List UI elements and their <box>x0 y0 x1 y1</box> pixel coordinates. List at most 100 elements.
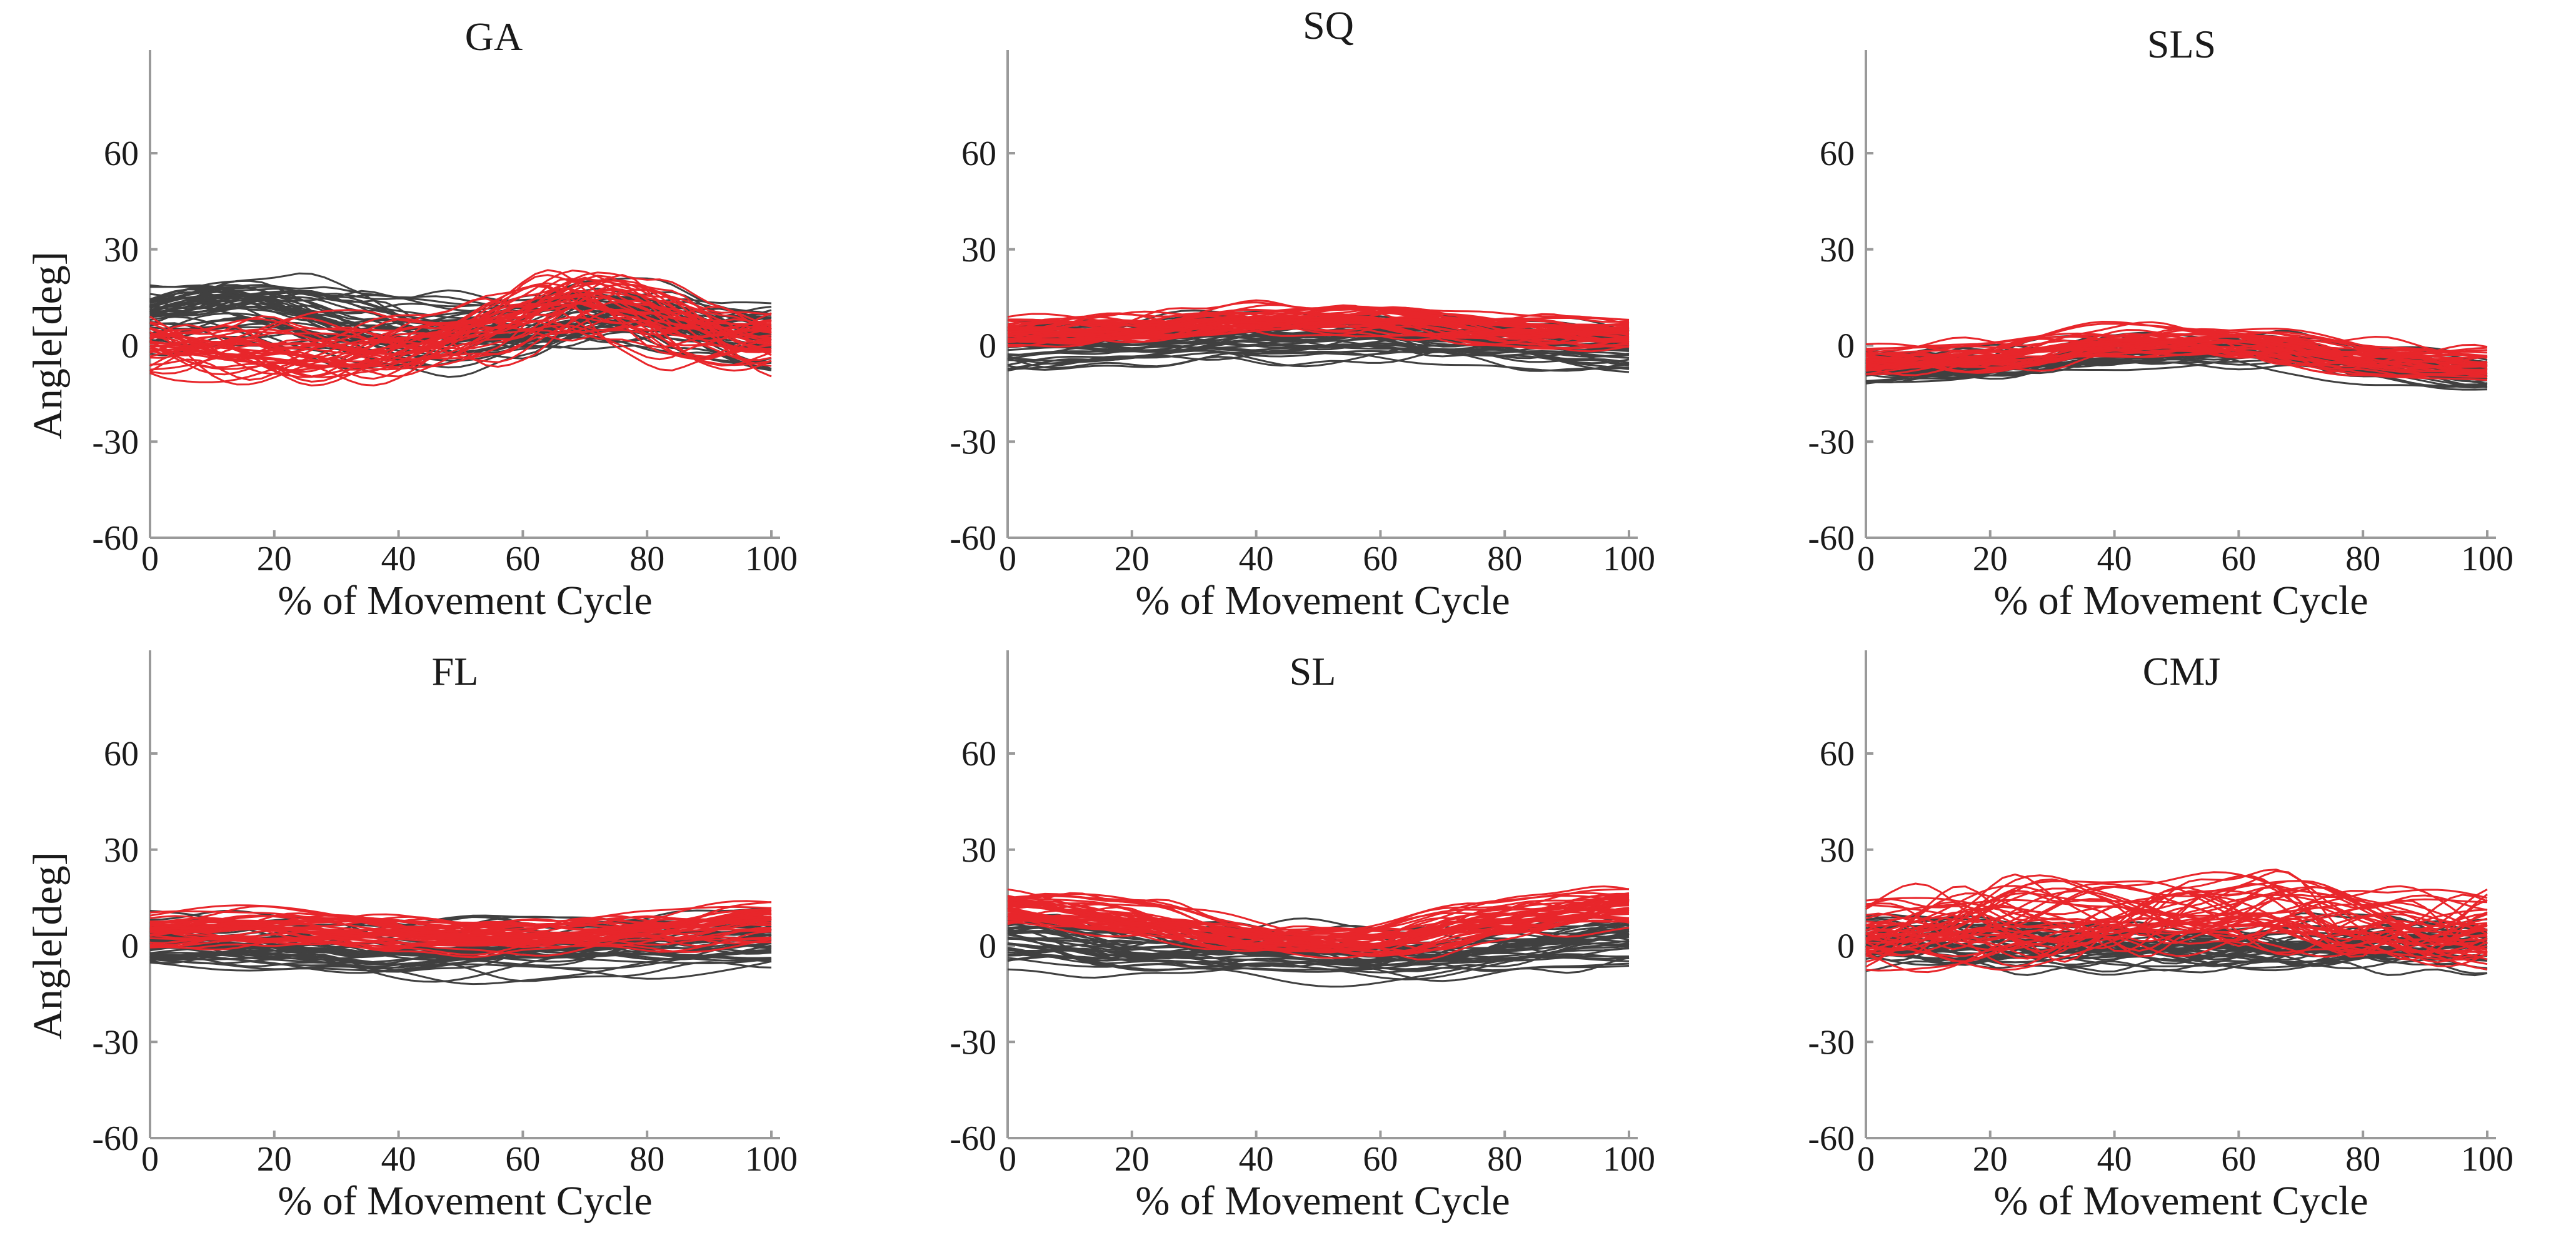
x-tick-label: 80 <box>2345 540 2380 578</box>
traces <box>1007 885 1630 988</box>
x-tick-label: 0 <box>1857 1140 1875 1179</box>
trace-line-group-red <box>1865 874 2488 953</box>
trace-line-group-red <box>1865 898 2488 920</box>
traces <box>1865 321 2488 391</box>
trace-line-group-red <box>1865 347 2488 376</box>
x-tick-label: 40 <box>1239 540 1274 578</box>
trace-line-group-red <box>149 301 772 373</box>
x-axis-label: % of Movement Cycle <box>1993 578 2368 623</box>
y-tick-label: -30 <box>950 423 996 461</box>
x-tick-label: 60 <box>2221 1140 2256 1179</box>
y-tick-label: -60 <box>92 1119 139 1158</box>
trace-line-group-red <box>1007 310 1630 335</box>
trace-line-group-red <box>1865 889 2488 972</box>
traces <box>1865 869 2488 977</box>
trace-line-group-dark <box>149 956 772 982</box>
x-tick-label: 0 <box>141 540 159 578</box>
x-tick-label: 20 <box>1115 1140 1150 1179</box>
trace-line-group-dark <box>1007 338 1630 369</box>
panel-title: SLS <box>2147 22 2216 66</box>
trace-line-group-dark <box>1007 952 1630 973</box>
x-axis-label: % of Movement Cycle <box>1135 1178 1510 1224</box>
x-tick-label: 60 <box>1363 540 1398 578</box>
y-axis-label: Angle[deg] <box>25 251 71 440</box>
trace-line-group-red <box>1865 871 2488 944</box>
trace-line-group-red <box>1865 892 2488 974</box>
panel-title: FL <box>432 649 479 693</box>
x-tick-label: 100 <box>745 540 798 578</box>
x-tick-label: 100 <box>1603 540 1655 578</box>
y-axis-label: Angle[deg] <box>25 852 71 1040</box>
y-tick-label: 0 <box>121 927 139 966</box>
panel-cmj: -60 -30 0 30 60 0 20 40 60 80 100 CMJ % of Movement … <box>1808 649 2513 1224</box>
x-tick-label: 20 <box>257 540 292 578</box>
trace-line-group-red <box>1865 885 2488 952</box>
y-tick-label: -30 <box>92 1023 139 1062</box>
traces <box>1007 299 1630 373</box>
trace-line-group-dark <box>1007 943 1630 970</box>
x-tick-label: 100 <box>2461 1140 2513 1179</box>
trace-line-group-red <box>149 271 772 363</box>
trace-line-group-red <box>149 936 772 953</box>
x-tick-label: 60 <box>505 1140 540 1179</box>
y-tick-label: 60 <box>961 735 996 774</box>
x-tick-label: 40 <box>1239 1140 1274 1179</box>
y-tick-label: -60 <box>950 519 996 558</box>
trace-line-group-red <box>1007 316 1630 343</box>
panel-sl: -60 -30 0 30 60 0 20 40 60 80 100 SL % of Movement C… <box>950 649 1655 1224</box>
x-tick-label: 60 <box>2221 540 2256 578</box>
trace-line-group-red <box>149 280 772 370</box>
x-tick-label: 40 <box>2097 540 2132 578</box>
panel-title: GA <box>465 14 523 59</box>
x-axis-label: % of Movement Cycle <box>1135 578 1510 623</box>
x-tick-label: 100 <box>2461 540 2513 578</box>
trace-line-group-red <box>149 282 772 361</box>
trace-line-group-red <box>149 288 772 361</box>
x-tick-label: 20 <box>1973 540 2008 578</box>
trace-line-group-red <box>1007 306 1630 326</box>
trace-line-group-red <box>149 913 772 939</box>
y-tick-label: 0 <box>1837 927 1855 966</box>
trace-line-group-red <box>1007 898 1630 947</box>
trace-line-group-dark <box>1007 346 1630 369</box>
y-tick-label: 60 <box>104 735 139 774</box>
trace-line-group-red <box>1865 323 2488 360</box>
trace-line-group-red <box>1007 915 1630 957</box>
x-tick-label: 100 <box>745 1140 798 1179</box>
trace-line-group-red <box>1865 915 2488 957</box>
trace-line-group-red <box>149 901 772 929</box>
y-tick-label: 30 <box>104 831 139 870</box>
trace-line-group-red <box>1865 336 2488 365</box>
trace-line-group-red <box>149 290 772 371</box>
trace-line-group-red <box>1865 885 2488 933</box>
panel-sq: -60 -30 0 30 60 0 20 40 60 80 100 SQ % of Movement C… <box>950 3 1655 623</box>
panel-fl: -60 -30 0 30 60 0 20 40 60 80 100 FL % of Movement C… <box>25 649 798 1224</box>
trace-line-group-dark <box>1007 346 1630 372</box>
trace-line-group-dark <box>1007 947 1630 974</box>
trace-line-group-red <box>149 303 772 381</box>
y-tick-label: 60 <box>104 134 139 173</box>
y-tick-label: -30 <box>950 1023 996 1062</box>
trace-line-group-red <box>1007 308 1630 327</box>
panel-sls: -60 -30 0 30 60 0 20 40 60 80 100 SLS % of Movement … <box>1808 22 2513 623</box>
trace-line-group-red <box>149 922 772 937</box>
x-tick-label: 60 <box>1363 1140 1398 1179</box>
trace-line-group-red <box>1007 892 1630 946</box>
x-tick-label: 40 <box>381 540 416 578</box>
y-tick-label: 30 <box>104 231 139 270</box>
x-tick-label: 80 <box>629 1140 664 1179</box>
trace-line-group-red <box>1007 318 1629 348</box>
panel-ga: -60 -30 0 30 60 0 20 40 60 80 100 GA % of Movement C… <box>25 14 798 623</box>
x-tick-label: 40 <box>2097 1140 2132 1179</box>
y-tick-label: -30 <box>1808 1023 1855 1062</box>
trace-line-group-red <box>1007 895 1630 939</box>
x-tick-label: 100 <box>1603 1140 1655 1179</box>
trace-line-group-red <box>149 303 772 366</box>
y-tick-label: 60 <box>961 134 996 173</box>
traces <box>149 269 772 386</box>
x-axis-label: % of Movement Cycle <box>1993 1178 2368 1224</box>
x-tick-label: 80 <box>2345 1140 2380 1179</box>
y-tick-label: -30 <box>1808 423 1855 461</box>
y-tick-label: -30 <box>92 423 139 461</box>
